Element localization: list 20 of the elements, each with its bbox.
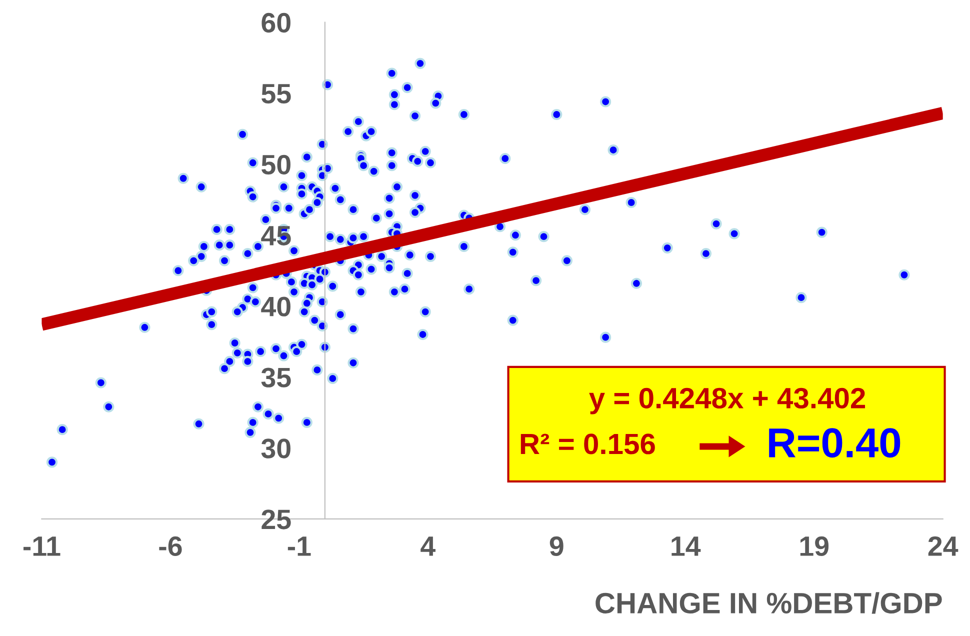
y-tick-label: 25 <box>262 510 291 530</box>
annotation: y = 0.4248x + 43.402 <box>589 388 866 414</box>
x-tick-label: 14 <box>672 536 701 556</box>
x-tick-label: 9 <box>550 536 564 556</box>
annotation: R=0.40 <box>769 428 900 458</box>
y-tick-label: 55 <box>262 84 291 104</box>
y-tick-label: 50 <box>262 154 290 175</box>
annotation: R² = 0.156 <box>520 434 655 454</box>
y-tick-label: 60 <box>262 12 290 33</box>
x-tick-label: 24 <box>928 536 958 556</box>
x-tick-label: -11 <box>23 536 60 556</box>
y-tick-label: 45 <box>261 226 291 246</box>
x-tick-label: 4 <box>420 536 436 556</box>
x-tick-label: 19 <box>800 536 829 556</box>
x-tick-label: -1 <box>288 536 311 556</box>
y-tick-label: 30 <box>261 438 290 458</box>
x-axis-title: CHANGE IN %DEBT/GDP <box>596 592 942 614</box>
y-tick-label: 35 <box>261 368 291 388</box>
y-tick-label: 40 <box>261 296 290 316</box>
x-tick-label: -6 <box>159 536 182 556</box>
